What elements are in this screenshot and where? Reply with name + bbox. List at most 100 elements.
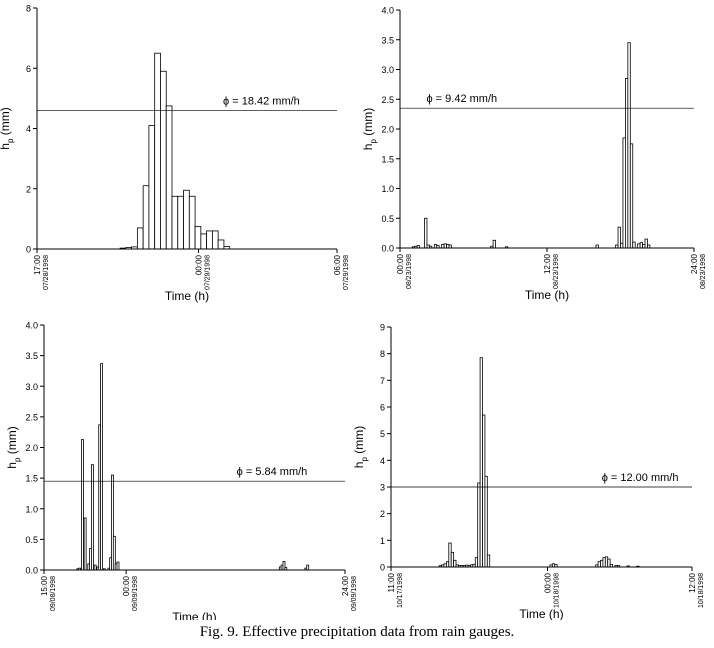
data-bar [484,475,488,568]
y-axis-label-unit: (mm) [361,108,375,139]
data-bar [306,564,310,571]
y-tick-label: 4.0 [25,321,38,331]
y-tick-label: 1.5 [381,154,394,164]
y-tick-label: 1.5 [25,474,38,484]
y-axis-label-main: h [5,462,19,469]
x-tick-time-label: 00:00 [195,254,204,275]
y-axis-label-main: h [361,144,375,151]
y-axis-label-unit: (mm) [352,426,366,457]
data-bar [177,195,184,250]
x-axis-label: Time (h) [519,607,563,620]
data-bar [206,230,213,250]
threshold-label: ϕ = 5.84 mm/h [237,466,308,478]
y-tick-label: 0.0 [381,244,394,254]
y-axis-label-main: h [352,462,366,469]
x-tick-date-label: 09/09/1998 [351,576,358,611]
x-tick-time-label: 12:00 [688,572,697,593]
y-tick-label: 3.0 [381,65,394,75]
x-axis-label: Time (h) [165,289,209,303]
x-axis-label: Time (h) [525,288,569,302]
data-bar [81,439,84,571]
data-bar [91,464,94,571]
y-tick-label: 3.0 [25,382,38,392]
y-tick-label: 0 [26,245,31,255]
x-tick-time-label: 00:00 [396,253,405,274]
y-tick-label: 6 [26,64,31,74]
threshold-label: ϕ = 12.00 mm/h [602,472,679,484]
y-tick-label: 4 [26,124,31,134]
x-tick-date-label: 09/09/1998 [132,576,139,611]
data-bar [165,105,173,250]
threshold-label: ϕ = 9.42 mm/h [426,93,497,105]
y-tick-label: 1.0 [381,184,394,194]
data-bar [148,125,156,250]
data-bar [217,239,225,250]
y-axis-label: hp (mm) [0,107,15,149]
y-axis-label-subscript: p [369,139,378,144]
data-bar [492,239,496,249]
x-tick-date-label: 10/17/1998 [397,573,404,608]
x-tick-time-label: 15:00 [40,575,49,596]
x-tick-time-label: 11:00 [387,572,396,592]
y-axis-label-unit: (mm) [0,107,12,138]
data-bar [171,195,179,250]
y-tick-label: 8 [380,349,385,359]
y-axis-label-subscript: p [6,138,15,143]
data-bar [486,554,491,568]
y-tick-label: 0 [380,563,385,573]
data-bar [100,363,103,571]
x-tick-date-label: 08/23/1998 [406,254,413,289]
y-tick-label: 2 [26,184,31,194]
x-tick-time-label: 24:00 [690,253,699,274]
data-bar [136,227,144,250]
data-bar [194,226,202,250]
x-tick-date-label: 10/18/1998 [554,573,561,608]
data-bar [183,189,190,250]
data-bar [142,185,150,250]
y-tick-label: 4.0 [381,6,394,16]
y-tick-label: 7 [380,376,385,386]
x-tick-date-label: 09/08/1998 [50,576,57,611]
data-bar [154,52,161,250]
x-tick-time-label: 00:00 [122,575,131,596]
x-tick-date-label: 08/23/1998 [700,254,707,289]
y-axis-label-subscript: p [13,457,22,462]
y-axis-label-subscript: p [360,457,369,462]
y-tick-label: 4 [380,456,385,466]
panel-2: ϕ = 9.42 mm/h 0.0 0.5 1.0 1.5 2.0 2.5 3.0 3.5 4.0… [361,6,707,303]
y-tick-label: 8 [26,4,31,14]
y-tick-label: 2 [380,509,385,519]
y-axis-label: hp (mm) [352,426,369,468]
x-tick-time-label: 17:00 [33,254,42,275]
x-tick-date-label: 07/28/1998 [43,255,50,290]
data-bar [93,564,97,571]
y-tick-label: 2.0 [381,125,394,135]
y-tick-label: 5 [380,429,385,439]
panel-4: ϕ = 12.00 mm/h 0 1 2 3 4 5 6 7 8 9 11:00 10/17/1998 0… [352,323,705,621]
y-axis-label-unit: (mm) [5,426,19,457]
y-tick-label: 3.5 [25,351,38,361]
y-tick-label: 3.5 [381,35,394,45]
y-tick-label: 0.5 [25,535,38,545]
data-bar [83,517,87,571]
y-tick-label: 3 [380,483,385,493]
y-tick-label: 1 [380,536,385,546]
x-tick-date-label: 10/18/1998 [698,573,705,608]
x-tick-time-label: 00:00 [544,572,553,593]
data-bar [424,217,428,249]
y-tick-label: 6 [380,403,385,413]
y-tick-label: 1.0 [25,504,38,514]
y-tick-label: 2.5 [25,412,38,422]
figure-caption: Fig. 9. Effective precipitation data fro… [199,624,515,640]
data-bar [632,241,636,249]
data-bar [188,195,196,250]
y-tick-label: 2.5 [381,95,394,105]
x-tick-date-label: 07/29/1998 [205,255,212,290]
data-bar [211,230,219,250]
y-tick-label: 0.0 [25,566,38,576]
y-axis-label-main: h [0,143,12,150]
x-tick-time-label: 06:00 [333,254,342,275]
threshold-label: ϕ = 18.42 mm/h [223,95,300,107]
x-axis-label: Time (h) [172,610,216,620]
